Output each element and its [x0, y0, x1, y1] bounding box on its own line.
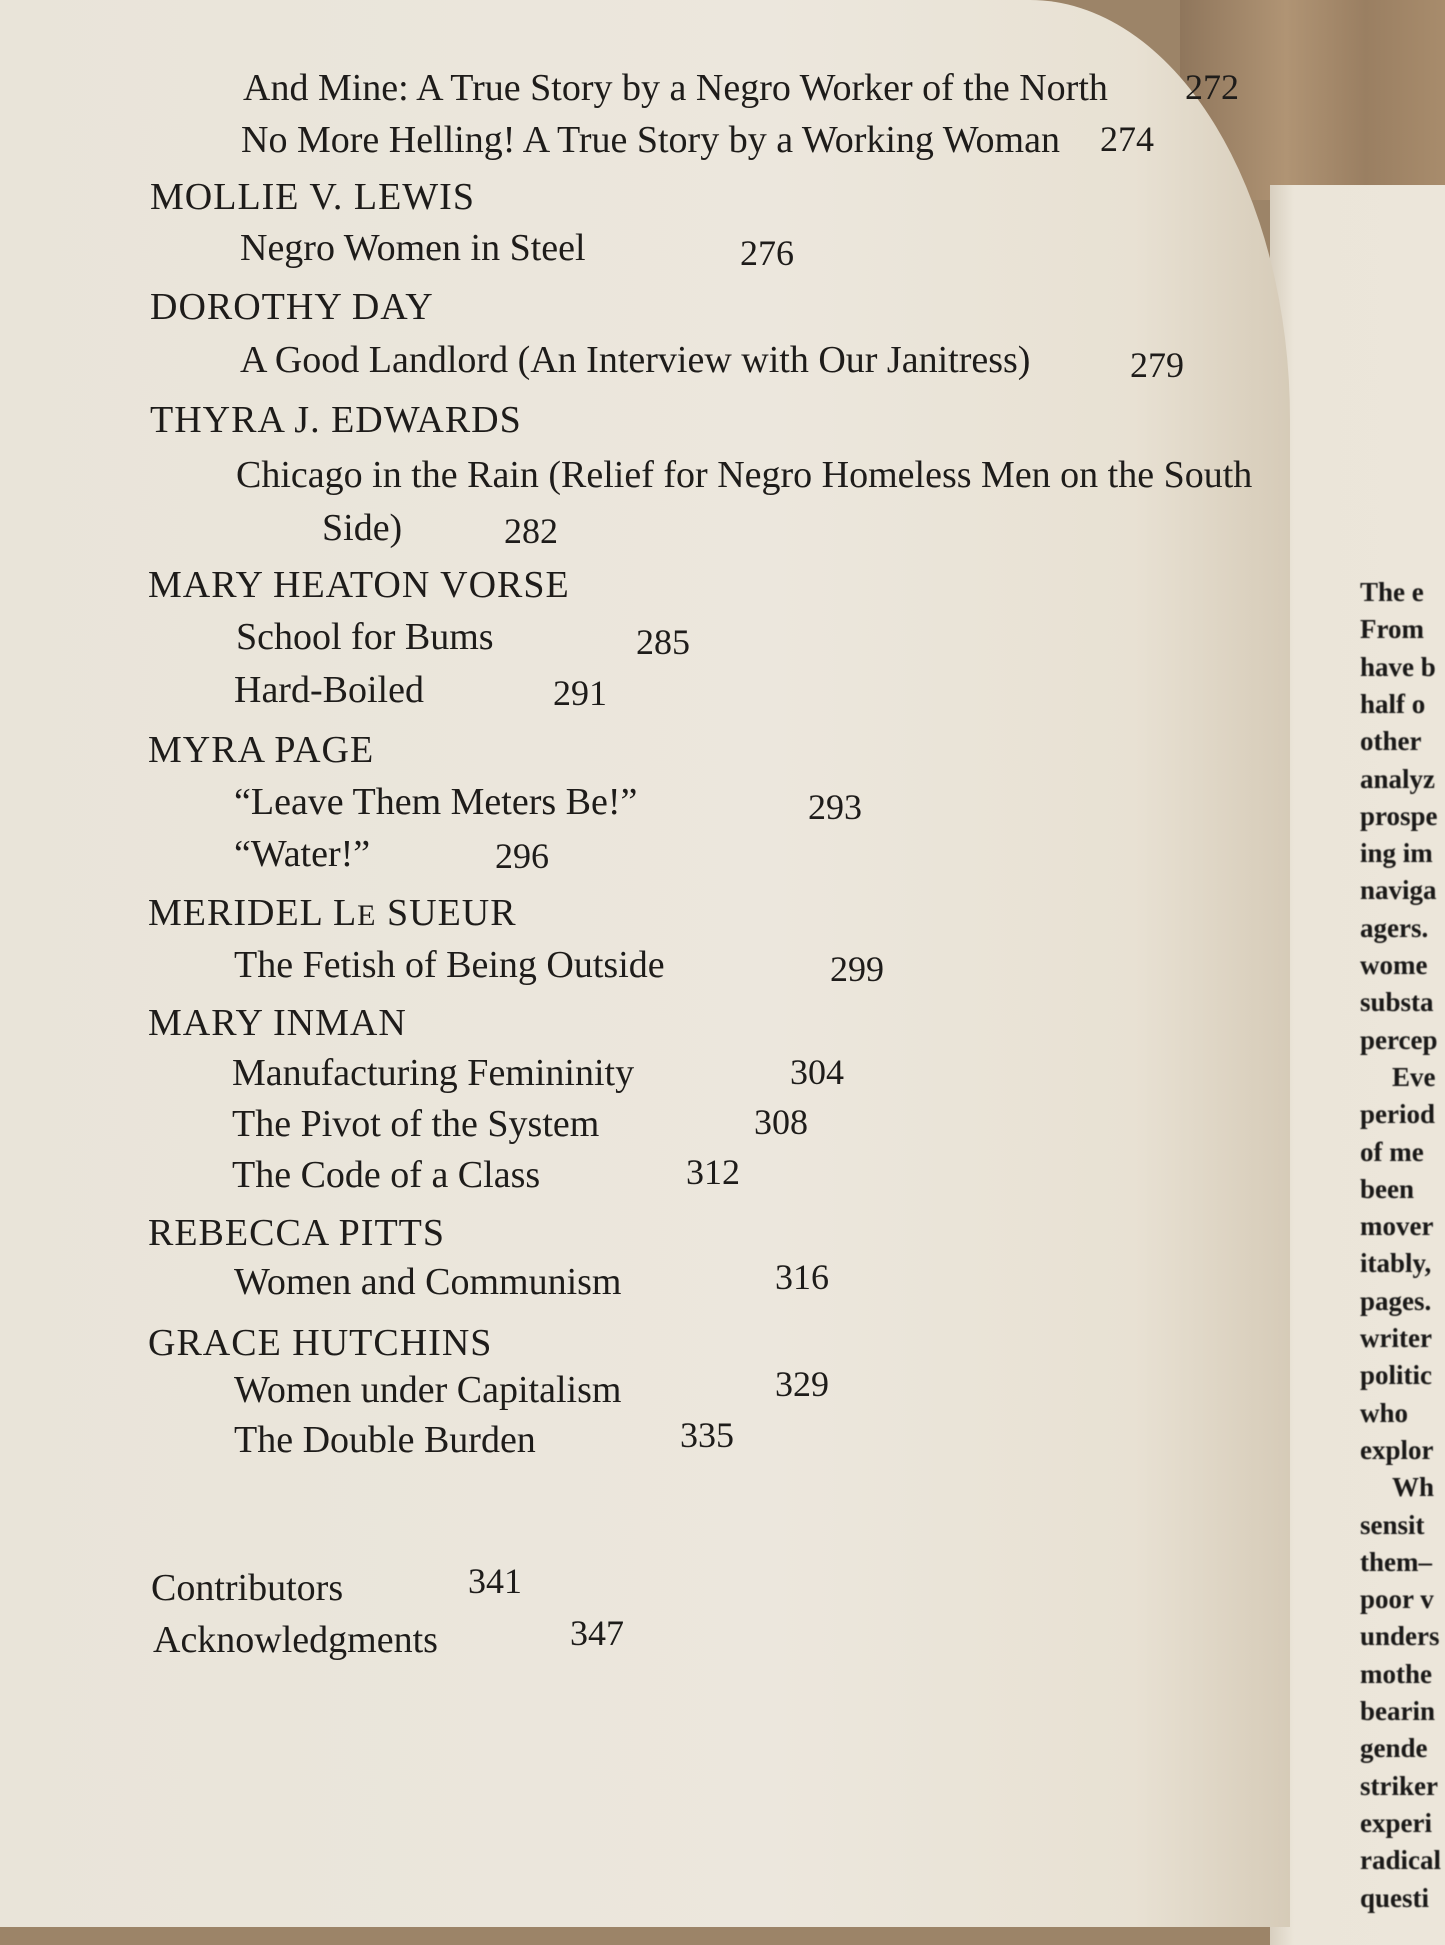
toc-entry-title: Manufacturing Femininity [232, 1052, 635, 1094]
toc-entry-title: The Fetish of Being Outside [234, 944, 665, 986]
right-page-text-line: them– [1360, 1546, 1432, 1577]
right-page-text-line: questi [1360, 1882, 1430, 1913]
toc-page-number: 341 [468, 1561, 522, 1601]
toc-page-number: 316 [775, 1257, 829, 1297]
toc-entry-title: The Code of a Class [232, 1154, 541, 1196]
toc-entry-title: Women and Communism [234, 1261, 622, 1303]
toc-author: MYRA PAGE [148, 729, 375, 771]
toc-author: MOLLIE V. LEWIS [150, 176, 475, 218]
right-page-text-line: mover [1360, 1211, 1434, 1242]
toc-entry-title: And Mine: A True Story by a Negro Worker… [243, 67, 1108, 109]
toc-page-number: 304 [790, 1052, 844, 1092]
toc-page-number: 279 [1130, 345, 1184, 385]
toc-entry-title: The Pivot of the System [232, 1103, 600, 1145]
toc-author: MERIDEL LE SUEUR [148, 892, 517, 934]
right-page-text-line: been [1360, 1173, 1414, 1204]
right-page-text-line: naviga [1360, 875, 1437, 906]
right-page-text-line: have b [1360, 651, 1436, 682]
toc-entry-title: “Water!” [234, 833, 371, 875]
right-page-text-line: The e [1360, 577, 1424, 607]
right-page-text-line: who [1360, 1397, 1409, 1428]
right-page-text-line: writer [1360, 1323, 1432, 1353]
toc-page-number: 308 [754, 1102, 808, 1142]
right-page [1270, 185, 1445, 1945]
toc-author: REBECCA PITTS [148, 1212, 445, 1254]
right-page-text-line: bearin [1360, 1696, 1436, 1726]
right-page-text-line: wome [1360, 950, 1428, 980]
toc-page-number: 274 [1100, 119, 1154, 159]
toc-author: THYRA J. EDWARDS [150, 399, 522, 441]
toc-entry-title: School for Bums [236, 616, 494, 658]
toc-entry-title: Side) [322, 507, 403, 549]
right-page-text-line: striker [1360, 1770, 1438, 1801]
toc-author: DOROTHY DAY [150, 286, 434, 328]
right-page-text-line: period [1360, 1099, 1436, 1130]
right-page-text-line: experi [1360, 1807, 1432, 1838]
right-page-text-line: pages. [1360, 1285, 1432, 1316]
right-page-text-line: sensit [1360, 1509, 1425, 1540]
right-page-text-line: half o [1360, 688, 1426, 719]
toc-entry-title: A Good Landlord (An Interview with Our J… [240, 339, 1031, 381]
toc-back-matter: Acknowledgments [153, 1619, 438, 1661]
toc-page-number: 282 [504, 511, 558, 551]
right-page-text-line: ing im [1360, 838, 1433, 869]
right-page-text-line: Eve [1392, 1061, 1436, 1092]
toc-page-number: 312 [686, 1152, 740, 1192]
toc-entry-title: Hard-Boiled [234, 669, 424, 711]
toc-entry-title: No More Helling! A True Story by a Worki… [241, 119, 1060, 161]
toc-page-number: 347 [570, 1613, 624, 1653]
toc-page-number: 291 [553, 673, 607, 713]
right-page-text-line: prospe [1360, 800, 1438, 831]
toc-page-number: 299 [830, 949, 884, 989]
right-page-text-line: gende [1360, 1733, 1428, 1764]
toc-page-number: 272 [1185, 67, 1239, 107]
toc-author: MARY INMAN [148, 1002, 407, 1044]
right-page-text-line: mothe [1360, 1658, 1432, 1689]
toc-entry-title: “Leave Them Meters Be!” [234, 781, 638, 823]
right-page-text-line: itably, [1360, 1248, 1432, 1279]
right-page-text-line: agers. [1360, 912, 1429, 943]
toc-entry-title: Chicago in the Rain (Relief for Negro Ho… [236, 454, 1253, 496]
right-page-text-line: politic [1360, 1360, 1432, 1391]
toc-page-number: 293 [808, 787, 862, 827]
right-page-text-line: unders [1360, 1621, 1440, 1652]
toc-page-number: 296 [495, 836, 549, 876]
right-page-text-line: substa [1360, 987, 1434, 1018]
toc-author: MARY HEATON VORSE [148, 564, 570, 606]
right-page-text-line: From [1360, 614, 1424, 645]
toc-page-number: 276 [740, 233, 794, 273]
right-page-text-line: poor v [1360, 1584, 1434, 1615]
toc-page-number: 335 [680, 1415, 734, 1455]
right-page-text-line: radical [1360, 1845, 1441, 1876]
toc-entry-title: Women under Capitalism [234, 1369, 622, 1411]
toc-page-number: 285 [636, 622, 690, 662]
right-page-text-line: percep [1360, 1024, 1438, 1055]
toc-page-number: 329 [775, 1364, 829, 1404]
toc-entry-title: Negro Women in Steel [240, 227, 586, 269]
right-page-text-line: of me [1360, 1136, 1424, 1167]
right-page-text-line: analyz [1360, 763, 1436, 794]
toc-author: GRACE HUTCHINS [148, 1322, 493, 1364]
toc-back-matter: Contributors [151, 1567, 344, 1609]
toc-entry-title: The Double Burden [234, 1419, 536, 1461]
right-page-text-line: explor [1360, 1434, 1434, 1465]
right-page-text-line: other [1360, 726, 1422, 757]
left-page-table-of-contents: And Mine: A True Story by a Negro Worker… [0, 0, 1290, 1927]
right-page-text-line: Wh [1392, 1472, 1435, 1503]
